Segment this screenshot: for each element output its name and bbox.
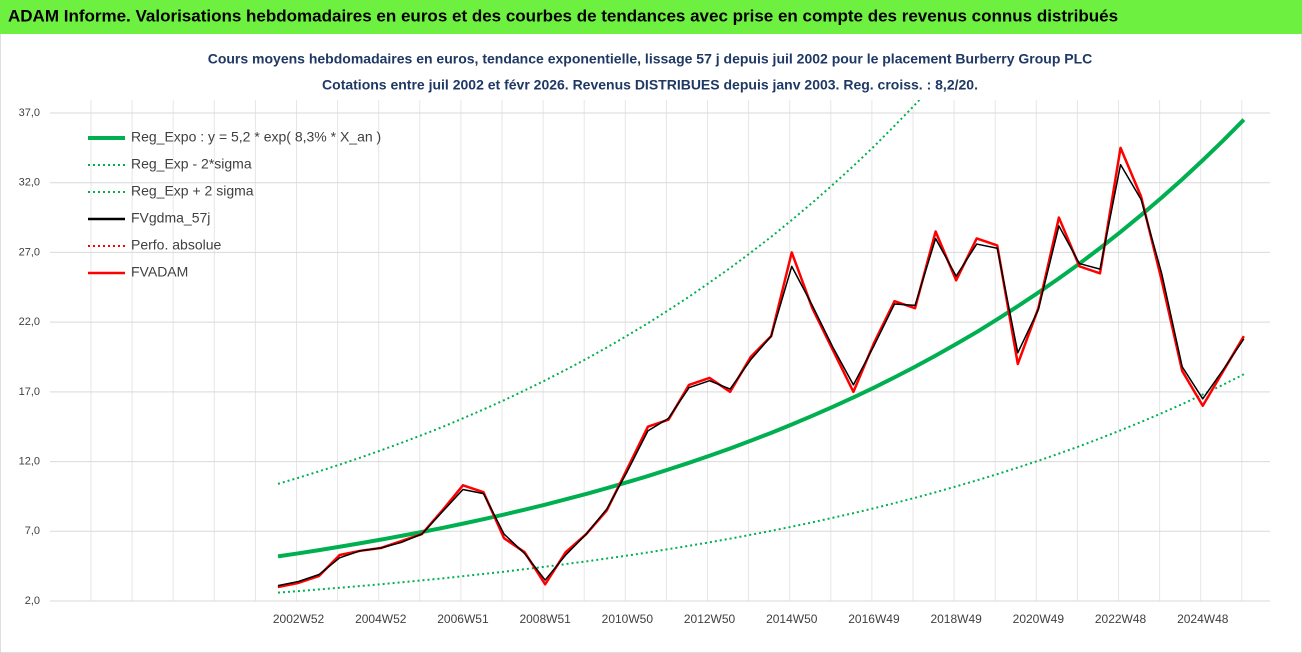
y-tick-label: 37,0 — [19, 107, 40, 119]
series-line — [277, 146, 1245, 589]
y-tick-label: 12,0 — [19, 455, 40, 467]
x-tick-label: 2012W50 — [684, 612, 736, 626]
legend-label: Reg_Expo : y = 5,2 * exp( 8,3% * X_an ) — [131, 129, 381, 145]
series-line — [277, 373, 1245, 594]
legend-label: Reg_Exp - 2*sigma — [131, 156, 252, 172]
x-tick-label: 2008W51 — [519, 612, 571, 626]
subtitle: Cotations entre juil 2002 et févr 2026. … — [322, 77, 978, 93]
plot — [277, 100, 1246, 594]
x-tick-label: 2024W48 — [1177, 612, 1229, 626]
y-tick-label: 7,0 — [25, 525, 40, 537]
x-tick-label: 2004W52 — [355, 612, 407, 626]
y-tick-label: 17,0 — [19, 386, 40, 398]
x-tick-label: 2014W50 — [766, 612, 818, 626]
legend: Reg_Expo : y = 5,2 * exp( 8,3% * X_an ) R… — [88, 129, 381, 280]
legend-label: FVADAM — [131, 264, 188, 280]
subtitle: Cours moyens hebdomadaires en euros, ten… — [208, 51, 1093, 67]
x-tick-label: 2016W49 — [848, 612, 900, 626]
x-tick-label: 2022W48 — [1095, 612, 1147, 626]
x-tick-label: 2006W51 — [437, 612, 489, 626]
y-tick-label: 22,0 — [19, 316, 40, 328]
legend-label: Reg_Exp + 2 sigma — [131, 183, 254, 199]
x-tick-label: 2020W49 — [1013, 612, 1065, 626]
series-line — [277, 100, 921, 485]
title-bar — [0, 0, 1302, 34]
y-tick-label: 27,0 — [19, 246, 40, 258]
x-tick-label: 2002W52 — [273, 612, 325, 626]
series-line — [277, 118, 1246, 559]
legend-label: Perfo. absolue — [131, 237, 221, 253]
grid: 2,0 7,0 12,0 17,0 22,0 27,0 32,0 37,0 2002W52 200… — [19, 100, 1270, 626]
y-tick-label: 2,0 — [25, 595, 40, 607]
y-tick-label: 32,0 — [19, 177, 40, 189]
chart-title: ADAM Informe. Valorisations hebdomadaire… — [8, 6, 1118, 25]
legend-label: FVgdma_57j — [131, 210, 210, 226]
x-tick-label: 2018W49 — [930, 612, 982, 626]
x-tick-label: 2010W50 — [602, 612, 654, 626]
series-line — [277, 163, 1245, 587]
